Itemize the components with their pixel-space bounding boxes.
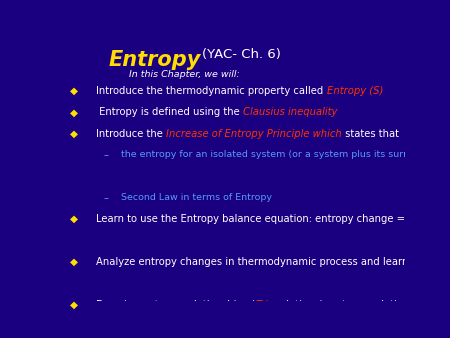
Text: ◆: ◆: [70, 107, 78, 117]
Text: relations), entropy relations for ideal gases.: relations), entropy relations for ideal …: [273, 299, 450, 310]
Text: Analyze entropy changes in thermodynamic process and learn how to use thermodyna: Analyze entropy changes in thermodynamic…: [96, 257, 450, 267]
Text: ◆: ◆: [70, 86, 78, 96]
Text: Tds: Tds: [255, 299, 273, 310]
Text: Entropy is defined using the: Entropy is defined using the: [96, 107, 243, 117]
Text: Entropy (S): Entropy (S): [327, 86, 383, 96]
Text: Learn to use the Entropy balance equation: entropy change = entropy transfer + e: Learn to use the Entropy balance equatio…: [96, 214, 450, 224]
Text: Examine entropy relationships (: Examine entropy relationships (: [96, 299, 255, 310]
Text: ◆: ◆: [70, 129, 78, 139]
Text: Clausius inequality: Clausius inequality: [243, 107, 338, 117]
Text: ◆: ◆: [70, 299, 78, 310]
Text: ◆: ◆: [70, 257, 78, 267]
Text: Introduce the: Introduce the: [96, 129, 166, 139]
Text: Increase of Entropy Principle which: Increase of Entropy Principle which: [166, 129, 342, 139]
Text: Introduce the thermodynamic property called: Introduce the thermodynamic property cal…: [96, 86, 327, 96]
Text: the entropy for an isolated system (or a system plus its surroundings) is always: the entropy for an isolated system (or a…: [121, 150, 450, 159]
Text: Entropy: Entropy: [108, 50, 201, 70]
Text: –: –: [104, 150, 108, 160]
Text: Second Law in terms of Entropy: Second Law in terms of Entropy: [121, 193, 272, 202]
Text: ◆: ◆: [70, 214, 78, 224]
Text: (YAC- Ch. 6): (YAC- Ch. 6): [202, 48, 281, 62]
Text: In this Chapter, we will:: In this Chapter, we will:: [130, 71, 240, 79]
Text: –: –: [104, 193, 108, 203]
Text: states that: states that: [342, 129, 399, 139]
